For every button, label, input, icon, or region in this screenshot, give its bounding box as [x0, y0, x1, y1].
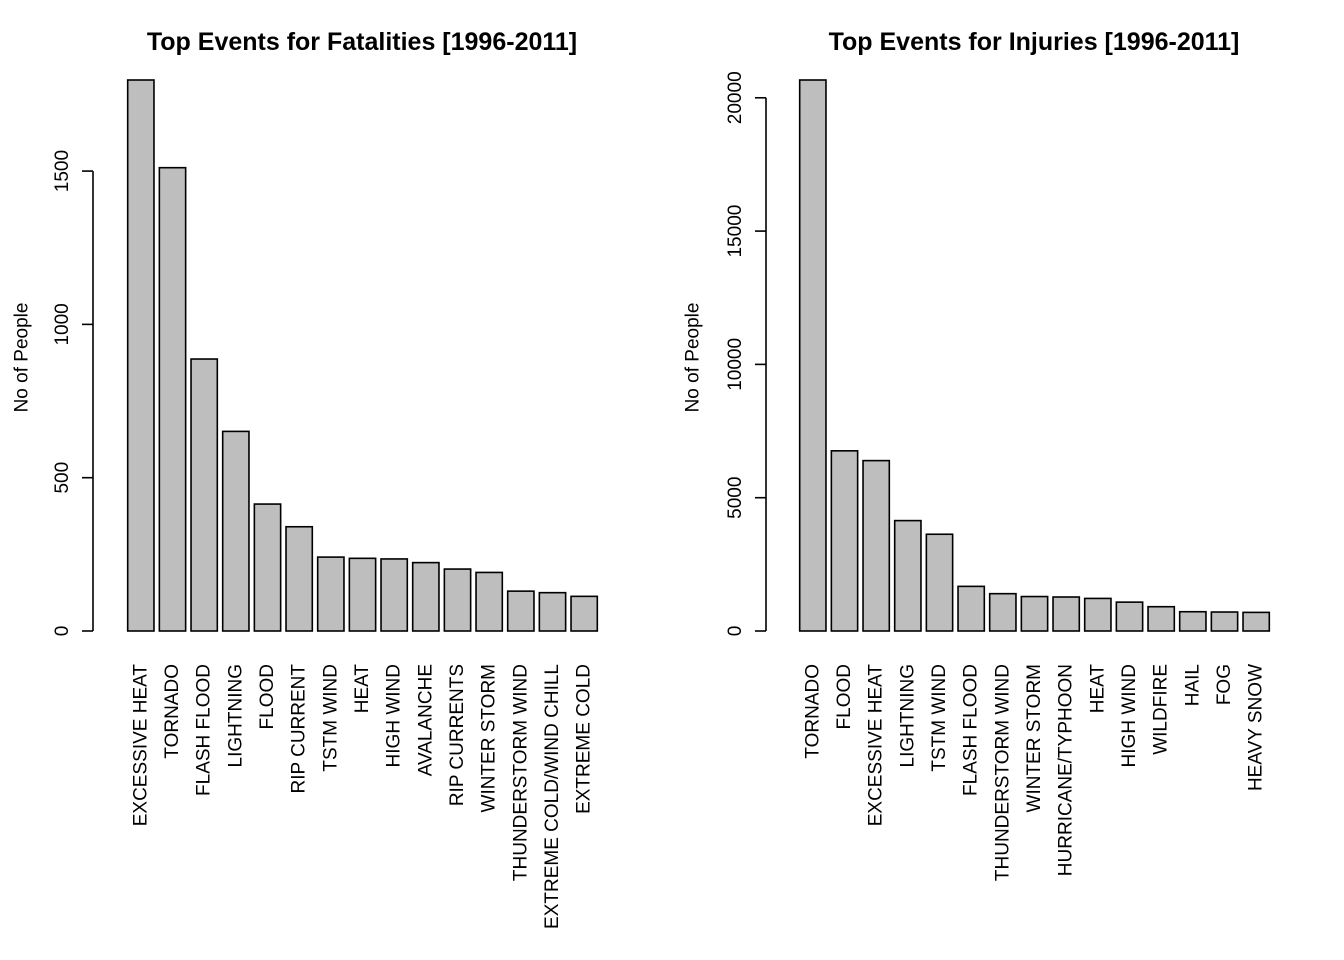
fatalities-bar — [158, 166, 187, 632]
fatalities-bar — [190, 358, 219, 632]
injuries-category-label: TORNADO — [802, 664, 823, 759]
injuries-category-label: HAIL — [1182, 664, 1203, 706]
injuries-category-label: HEAT — [1087, 664, 1108, 714]
injuries-category-label: LIGHTNING — [897, 664, 918, 767]
injuries-category-label: FOG — [1214, 664, 1235, 705]
injuries-bar — [830, 450, 859, 632]
injuries-bar — [862, 459, 891, 632]
injuries-category-label: FLASH FLOOD — [961, 664, 982, 796]
injuries-category-label: HURRICANE/TYPHOON — [1056, 664, 1077, 876]
injuries-y-tick-label: 20000 — [725, 71, 746, 124]
fatalities-category-label: RIP CURRENT — [289, 664, 310, 794]
fatalities-y-axis-label: No of People — [12, 303, 33, 413]
injuries-chart: Top Events for Injuries [1996-2011] No o… — [683, 28, 1271, 881]
injuries-bar — [1242, 611, 1271, 632]
injuries-y-tick-label: 0 — [725, 626, 746, 637]
fatalities-category-label: TSTM WIND — [320, 664, 341, 772]
fatalities-category-label: HIGH WIND — [384, 664, 405, 767]
injuries-y-tick-label: 10000 — [725, 338, 746, 391]
fatalities-category-label: FLOOD — [257, 664, 278, 729]
injuries-category-label: EXCESSIVE HEAT — [866, 664, 887, 827]
injuries-category-label: TSTM WIND — [929, 664, 950, 772]
fatalities-category-label: FLASH FLOOD — [194, 664, 215, 796]
fatalities-category-label: EXTREME COLD/WIND CHILL — [542, 664, 563, 929]
fatalities-y-tick-label: 500 — [52, 462, 73, 494]
injuries-bar — [925, 533, 954, 632]
injuries-category-label: HEAVY SNOW — [1246, 664, 1267, 791]
fatalities-bar — [221, 430, 250, 632]
injuries-bar — [1052, 596, 1081, 632]
injuries-category-label: WILDFIRE — [1151, 664, 1172, 755]
injuries-y-tick-label: 5000 — [725, 477, 746, 519]
fatalities-category-label: AVALANCHE — [415, 664, 436, 776]
fatalities-bar — [253, 503, 282, 632]
fatalities-chart: Top Events for Fatalities [1996-2011] No… — [12, 28, 599, 929]
fatalities-y-tick-label: 0 — [52, 626, 73, 637]
fatalities-category-label: HEAT — [352, 664, 373, 714]
fatalities-y-tick-label: 1000 — [52, 303, 73, 345]
injuries-category-label: WINTER STORM — [1024, 664, 1045, 812]
fatalities-bar — [475, 571, 504, 632]
injuries-bar — [988, 592, 1017, 632]
fatalities-bar — [126, 79, 155, 632]
injuries-bar — [893, 519, 922, 632]
fatalities-chart-title: Top Events for Fatalities [1996-2011] — [147, 28, 577, 56]
fatalities-category-label: THUNDERSTORM WIND — [510, 664, 531, 881]
fatalities-category-label: EXCESSIVE HEAT — [130, 664, 151, 827]
fatalities-category-label: LIGHTNING — [225, 664, 246, 767]
fatalities-bar — [443, 568, 472, 632]
injuries-bar — [1020, 595, 1049, 632]
fatalities-bar — [316, 556, 345, 632]
injuries-bar — [957, 585, 986, 632]
injuries-chart-title: Top Events for Injuries [1996-2011] — [829, 28, 1240, 56]
injuries-y-axis-label: No of People — [683, 303, 704, 413]
injuries-category-label: THUNDERSTORM WIND — [992, 664, 1013, 881]
fatalities-bar — [538, 591, 567, 632]
injuries-bar — [1210, 611, 1239, 632]
fatalities-bar — [380, 558, 409, 632]
injuries-bar — [1147, 605, 1176, 632]
fatalities-category-label: WINTER STORM — [479, 664, 500, 812]
fatalities-y-tick-label: 1500 — [52, 150, 73, 192]
fatalities-bar — [506, 590, 535, 632]
fatalities-bar — [348, 557, 377, 632]
fatalities-bar — [570, 595, 599, 632]
injuries-bar — [1178, 610, 1207, 632]
injuries-bar — [1083, 597, 1112, 632]
injuries-y-tick-label: 15000 — [725, 205, 746, 258]
fatalities-category-label: RIP CURRENTS — [447, 664, 468, 806]
fatalities-category-label: TORNADO — [162, 664, 183, 759]
fatalities-category-label: EXTREME COLD — [574, 664, 595, 814]
injuries-bar — [798, 79, 827, 632]
injuries-category-label: FLOOD — [834, 664, 855, 729]
fatalities-bar — [285, 525, 314, 632]
injuries-bar — [1115, 601, 1144, 632]
injuries-category-label: HIGH WIND — [1119, 664, 1140, 767]
fatalities-bar — [411, 561, 440, 632]
